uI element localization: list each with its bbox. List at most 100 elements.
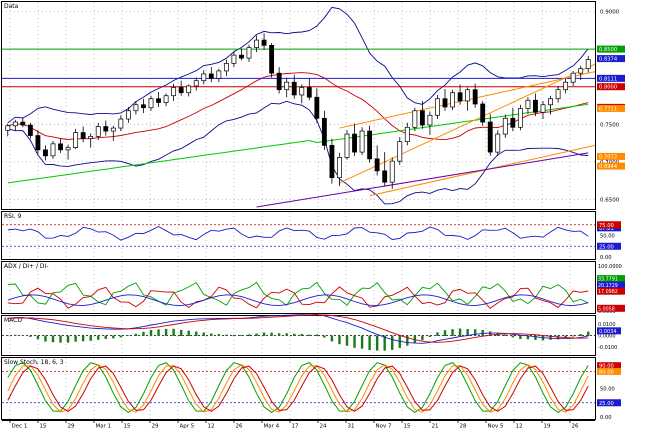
candle [141, 98, 146, 114]
time-axis-label: 19 [544, 424, 551, 430]
ma-slow-line [7, 103, 589, 184]
candle [80, 126, 86, 143]
time-axis-label: Nov 5 [488, 424, 504, 430]
price-panel-title: Data [4, 3, 19, 10]
macd-histogram-bar [89, 335, 92, 341]
trendline-purple[interactable] [256, 152, 589, 208]
candle [95, 122, 101, 141]
adx-tag: 33.7791 [597, 275, 625, 283]
candle [337, 152, 342, 186]
adx-panel-frame [1, 261, 596, 314]
price-axis-label: 0.9000 [600, 10, 620, 16]
candle [254, 35, 259, 53]
macd-histogram-bar [179, 329, 183, 336]
svg-text:0.8374: 0.8374 [599, 57, 618, 63]
macd-histogram-bar [458, 328, 462, 336]
macd-histogram-bar [149, 330, 153, 336]
candle [239, 48, 244, 61]
candle [480, 100, 486, 126]
candle [314, 88, 320, 123]
macd-histogram-bar [270, 332, 273, 336]
rsi-line [7, 225, 589, 241]
svg-text:75.00: 75.00 [599, 223, 614, 229]
macd-histogram-bar [466, 328, 469, 336]
candle [35, 130, 41, 154]
candle [65, 144, 71, 160]
candle [457, 84, 463, 105]
stoch-slow-line [7, 365, 589, 412]
candle [563, 78, 569, 94]
macd-histogram-bar [564, 335, 567, 338]
macd-histogram-bar [6, 335, 9, 336]
candle [570, 70, 576, 86]
macd-histogram-bar [119, 335, 123, 338]
candle [125, 107, 131, 123]
candle [223, 59, 229, 77]
time-axis-label: Apr 5 [180, 424, 195, 430]
macd-histogram-bar [217, 334, 221, 336]
macd-histogram-bar [428, 335, 432, 337]
time-axis-label: 24 [320, 424, 327, 430]
time-axis: Dec 1 15 29 Mar 1 15 29 Apr 5 12 26 Mar 4 17 24 31 No… [2, 420, 595, 430]
svg-text:0.7072: 0.7072 [599, 154, 617, 160]
time-axis-label: 21 [432, 424, 439, 430]
candle [216, 68, 222, 83]
macd-histogram-bar [36, 335, 40, 340]
time-axis-label: 31 [348, 424, 355, 430]
time-axis-label: Dec 1 [12, 424, 28, 430]
candle [73, 128, 79, 150]
candle [269, 43, 275, 78]
macd-histogram-bar [225, 334, 228, 336]
candle [412, 107, 418, 132]
macd-histogram-bar [526, 335, 530, 340]
macd-histogram-bar [489, 331, 492, 336]
candle [533, 93, 538, 117]
macd-histogram-bar [14, 334, 17, 336]
macd-histogram-bar [195, 331, 198, 336]
svg-text:5.0058: 5.0058 [598, 306, 615, 312]
indicator-plots [2, 224, 595, 414]
stoch-k-line [7, 362, 589, 414]
macd-histogram-bar [421, 335, 424, 341]
time-axis-label: 29 [152, 424, 159, 430]
candle [178, 80, 184, 96]
candle [487, 113, 493, 156]
svg-text:90.00: 90.00 [599, 364, 614, 370]
rsi-axis-label: 0.00 [600, 255, 612, 261]
candle [231, 52, 237, 68]
candle [419, 100, 425, 129]
right-axis: 0.90000.85000.80000.75000.70000.65000.85… [597, 10, 625, 421]
macd-histogram-bar [338, 335, 341, 345]
macd-histogram-bar [232, 334, 236, 336]
macd-histogram-bar [451, 329, 454, 336]
price-tag: 0.8000 [597, 83, 625, 91]
time-axis-label: Mar 1 [96, 424, 112, 430]
macd-signal-line [7, 314, 589, 343]
stoch-tag: 25.00 [597, 399, 621, 407]
macd-histogram-bar [240, 335, 243, 336]
macd-histogram-bar [375, 335, 379, 351]
price-tag: 0.7072 [597, 152, 625, 160]
candle [374, 145, 380, 176]
candle [246, 44, 252, 62]
panel-frames [1, 1, 596, 420]
rsi-panel-frame [1, 211, 596, 260]
candle [193, 77, 199, 91]
macd-histogram-bar [436, 332, 439, 336]
stoch-axis-label: 50.00 [600, 387, 615, 393]
candle [306, 78, 312, 101]
candle [50, 140, 56, 159]
candle [43, 145, 48, 161]
candle [58, 138, 63, 153]
macd-histogram-bar [210, 333, 213, 336]
candle [148, 95, 154, 111]
macd-histogram-bar [255, 333, 258, 336]
channel-upper-orange[interactable] [339, 63, 596, 184]
macd-histogram-bar [315, 334, 319, 336]
adx-tag: 17.0982 [597, 287, 625, 295]
macd-histogram-bar [443, 330, 447, 336]
macd-histogram-bar [59, 335, 62, 343]
adx-axis-label: 100.0000 [598, 264, 622, 270]
